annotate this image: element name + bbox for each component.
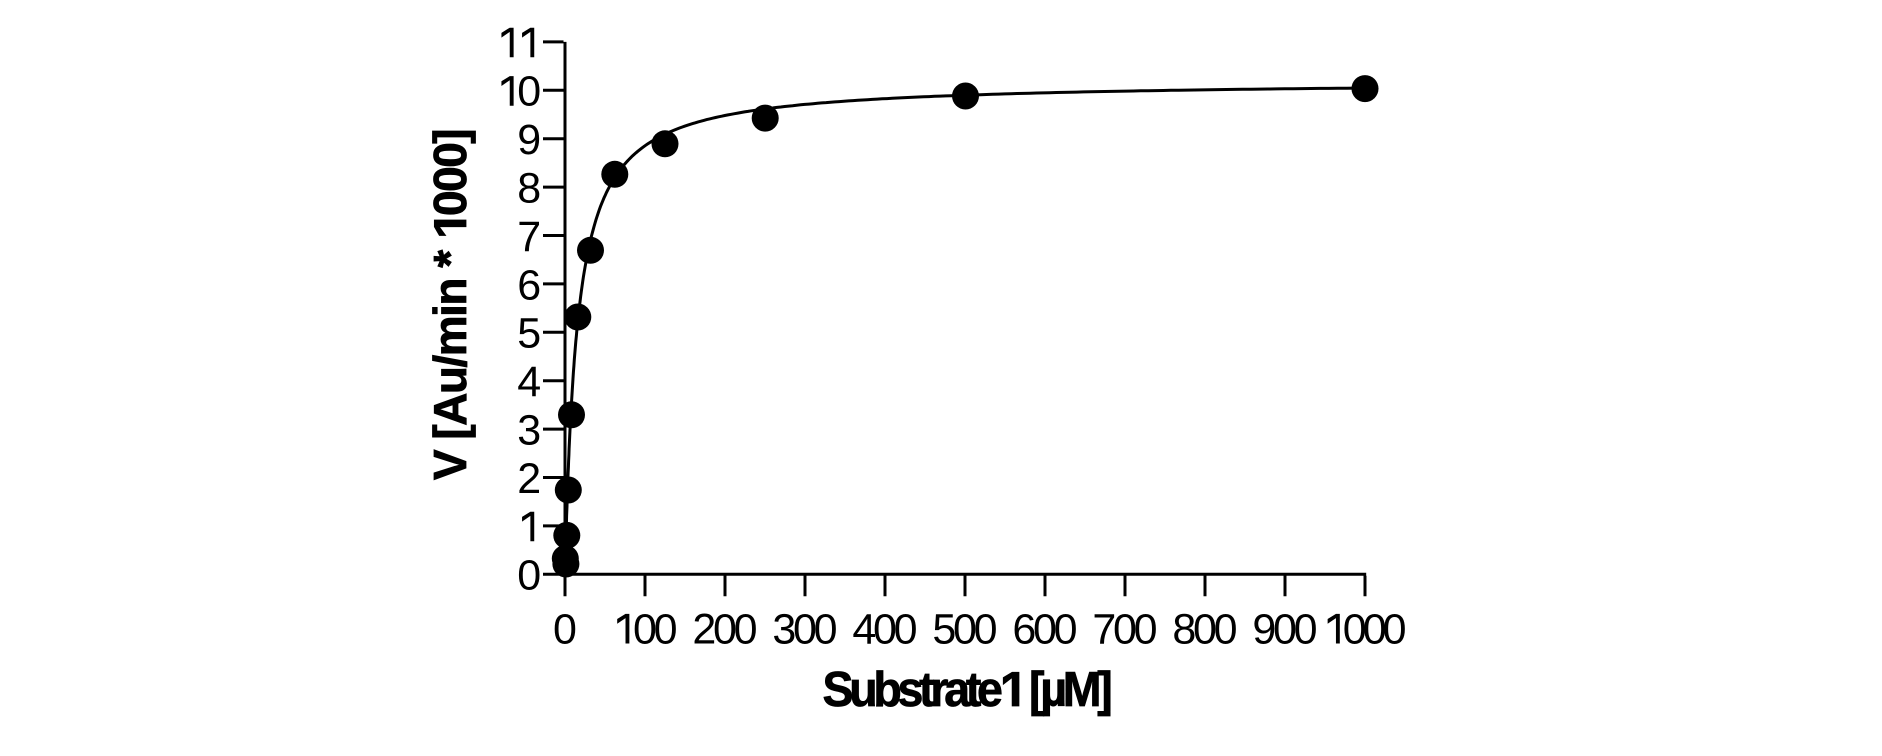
svg-text:0: 0 (953, 606, 977, 654)
svg-text:7: 7 (517, 213, 541, 261)
svg-text:6: 6 (1012, 606, 1036, 654)
svg-text:0: 0 (1033, 606, 1057, 654)
svg-text:0: 0 (1214, 606, 1238, 654)
svg-text:7: 7 (1092, 606, 1116, 654)
svg-text:6: 6 (517, 261, 541, 309)
svg-text:0: 0 (633, 606, 657, 654)
svg-text:4: 4 (852, 606, 876, 654)
svg-text:2: 2 (692, 606, 716, 654)
svg-text:0: 0 (1054, 606, 1078, 654)
svg-text:0: 0 (553, 606, 577, 654)
svg-text:8: 8 (517, 165, 541, 213)
svg-text:[µM]: [µM] (1020, 663, 1111, 717)
svg-text:0: 0 (1363, 606, 1387, 654)
svg-text:0: 0 (974, 606, 998, 654)
svg-text:0: 0 (654, 606, 678, 654)
svg-text:2: 2 (517, 455, 541, 503)
svg-text:5: 5 (932, 606, 956, 654)
svg-text:0: 0 (517, 552, 541, 600)
svg-text:3: 3 (772, 606, 796, 654)
svg-text:Substrate: Substrate (822, 663, 1001, 717)
svg-text:V [Au/min *: V [Au/min * (424, 240, 476, 480)
svg-text:0: 0 (734, 606, 758, 654)
svg-text:0: 0 (1193, 606, 1217, 654)
svg-text:0: 0 (814, 606, 838, 654)
svg-text:000]: 000] (424, 130, 476, 216)
svg-text:8: 8 (1172, 606, 1196, 654)
svg-text:0: 0 (1383, 606, 1407, 654)
svg-text:3: 3 (517, 407, 541, 455)
svg-text:9: 9 (517, 116, 541, 164)
svg-text:0: 0 (873, 606, 897, 654)
svg-text:0: 0 (894, 606, 918, 654)
svg-text:0: 0 (517, 68, 541, 116)
svg-text:4: 4 (517, 358, 541, 406)
svg-text:0: 0 (1134, 606, 1158, 654)
svg-text:9: 9 (1252, 606, 1276, 654)
svg-text:0: 0 (1294, 606, 1318, 654)
svg-text:0: 0 (1273, 606, 1297, 654)
svg-text:0: 0 (793, 606, 817, 654)
svg-text:5: 5 (517, 310, 541, 358)
svg-text:0: 0 (1343, 606, 1367, 654)
svg-text:0: 0 (713, 606, 737, 654)
svg-text:0: 0 (1113, 606, 1137, 654)
